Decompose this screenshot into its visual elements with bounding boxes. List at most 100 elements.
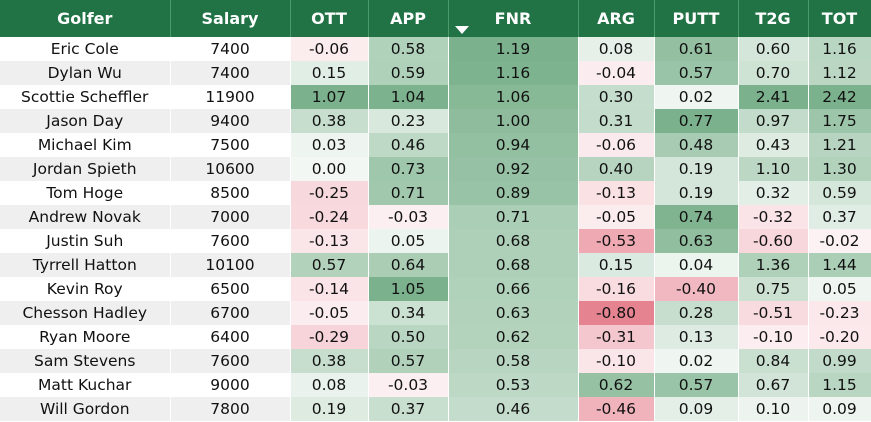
column-header-golfer[interactable]: Golfer	[0, 0, 171, 37]
cell-t2g: 0.75	[738, 277, 809, 301]
cell-t2g: 0.67	[738, 373, 809, 397]
table-row[interactable]: Ryan Moore 6400 -0.29 0.50 0.62 -0.31 0.13 -0.1…	[0, 325, 871, 349]
cell-ott: -0.29	[290, 325, 369, 349]
cell-app: 0.23	[368, 109, 449, 133]
cell-arg: -0.10	[578, 349, 655, 373]
cell-app: 1.05	[368, 277, 449, 301]
table-row[interactable]: Will Gordon 7800 0.19 0.37 0.46 -0.46 0.09 0.10…	[0, 397, 871, 421]
table-row[interactable]: Scottie Scheffler 11900 1.07 1.04 1.06 0.30 0.…	[0, 85, 871, 109]
cell-fnr: 0.68	[448, 229, 579, 253]
cell-arg: -0.46	[578, 397, 655, 421]
cell-fnr: 1.00	[448, 109, 579, 133]
column-header-label: TOT	[821, 9, 858, 28]
cell-golfer: Justin Suh	[0, 229, 171, 253]
cell-putt: 0.19	[654, 181, 739, 205]
table-row[interactable]: Andrew Novak 7000 -0.24 -0.03 0.71 -0.05 0.74-…	[0, 205, 871, 229]
cell-fnr: 1.16	[448, 61, 579, 85]
cell-golfer: Tyrrell Hatton	[0, 253, 171, 277]
cell-app: 0.34	[368, 301, 449, 325]
cell-putt: 0.09	[654, 397, 739, 421]
cell-arg: 0.15	[578, 253, 655, 277]
cell-fnr: 0.63	[448, 301, 579, 325]
cell-tot: 1.21	[808, 133, 871, 157]
cell-putt: 0.61	[654, 37, 739, 61]
cell-fnr: 0.68	[448, 253, 579, 277]
column-header-ott[interactable]: OTT	[290, 0, 369, 37]
cell-putt: 0.63	[654, 229, 739, 253]
cell-app: 0.05	[368, 229, 449, 253]
cell-app: 0.46	[368, 133, 449, 157]
cell-ott: -0.13	[290, 229, 369, 253]
cell-golfer: Eric Cole	[0, 37, 171, 61]
cell-ott: -0.05	[290, 301, 369, 325]
cell-putt: 0.57	[654, 61, 739, 85]
cell-arg: -0.04	[578, 61, 655, 85]
column-header-tot[interactable]: TOT	[808, 0, 871, 37]
column-header-putt[interactable]: PUTT	[654, 0, 739, 37]
cell-tot: 1.75	[808, 109, 871, 133]
cell-golfer: Will Gordon	[0, 397, 171, 421]
cell-ott: -0.25	[290, 181, 369, 205]
column-header-t2g[interactable]: T2G	[738, 0, 809, 37]
cell-putt: 0.28	[654, 301, 739, 325]
table-row[interactable]: Tom Hoge 8500 -0.25 0.71 0.89 -0.13 0.19 0.32 0.…	[0, 181, 871, 205]
cell-salary: 9000	[170, 373, 291, 397]
cell-ott: 0.03	[290, 133, 369, 157]
table-row[interactable]: Tyrrell Hatton 10100 0.57 0.64 0.68 0.15 0.04 1…	[0, 253, 871, 277]
table-row[interactable]: Sam Stevens 7600 0.38 0.57 0.58 -0.10 0.02 0.84…	[0, 349, 871, 373]
cell-fnr: 0.46	[448, 397, 579, 421]
cell-ott: 0.08	[290, 373, 369, 397]
cell-app: 1.04	[368, 85, 449, 109]
column-header-app[interactable]: APP	[368, 0, 449, 37]
cell-salary: 7500	[170, 133, 291, 157]
cell-t2g: 1.36	[738, 253, 809, 277]
cell-t2g: -0.51	[738, 301, 809, 325]
column-header-salary[interactable]: Salary	[170, 0, 291, 37]
column-header-fnr[interactable]: FNR	[448, 0, 579, 37]
cell-golfer: Kevin Roy	[0, 277, 171, 301]
cell-golfer: Andrew Novak	[0, 205, 171, 229]
column-header-label: Golfer	[57, 9, 113, 28]
cell-golfer: Jordan Spieth	[0, 157, 171, 181]
cell-salary: 7600	[170, 349, 291, 373]
cell-t2g: 0.84	[738, 349, 809, 373]
cell-fnr: 0.94	[448, 133, 579, 157]
cell-tot: 0.99	[808, 349, 871, 373]
cell-tot: -0.20	[808, 325, 871, 349]
cell-app: 0.58	[368, 37, 449, 61]
cell-arg: -0.13	[578, 181, 655, 205]
cell-ott: 0.38	[290, 109, 369, 133]
cell-golfer: Chesson Hadley	[0, 301, 171, 325]
table-row[interactable]: Kevin Roy 6500 -0.14 1.05 0.66 -0.16 -0.40 0.75…	[0, 277, 871, 301]
column-header-label: ARG	[597, 9, 635, 28]
cell-tot: 0.37	[808, 205, 871, 229]
cell-fnr: 0.58	[448, 349, 579, 373]
cell-putt: 0.19	[654, 157, 739, 181]
column-header-label: T2G	[755, 9, 791, 28]
table-row[interactable]: Dylan Wu 7400 0.15 0.59 1.16 -0.04 0.57 0.70 1.1…	[0, 61, 871, 85]
cell-ott: 0.38	[290, 349, 369, 373]
cell-ott: 1.07	[290, 85, 369, 109]
column-header-arg[interactable]: ARG	[578, 0, 655, 37]
cell-golfer: Michael Kim	[0, 133, 171, 157]
cell-arg: 0.08	[578, 37, 655, 61]
table-row[interactable]: Jason Day 9400 0.38 0.23 1.00 0.31 0.77 0.97 1.7…	[0, 109, 871, 133]
cell-salary: 10600	[170, 157, 291, 181]
column-header-label: OTT	[311, 9, 347, 28]
table-row[interactable]: Chesson Hadley 6700 -0.05 0.34 0.63 -0.80 0.28…	[0, 301, 871, 325]
cell-putt: 0.57	[654, 373, 739, 397]
table-row[interactable]: Jordan Spieth 10600 0.00 0.73 0.92 0.40 0.19 1.…	[0, 157, 871, 181]
cell-app: -0.03	[368, 205, 449, 229]
cell-putt: 0.04	[654, 253, 739, 277]
sort-descending-icon[interactable]	[454, 26, 469, 34]
cell-golfer: Dylan Wu	[0, 61, 171, 85]
cell-putt: 0.48	[654, 133, 739, 157]
cell-app: 0.64	[368, 253, 449, 277]
cell-tot: 1.12	[808, 61, 871, 85]
table-row[interactable]: Matt Kuchar 9000 0.08 -0.03 0.53 0.62 0.57 0.67…	[0, 373, 871, 397]
cell-tot: 2.42	[808, 85, 871, 109]
table-row[interactable]: Michael Kim 7500 0.03 0.46 0.94 -0.06 0.48 0.43…	[0, 133, 871, 157]
table-row[interactable]: Eric Cole 7400 -0.06 0.58 1.19 0.08 0.61 0.60 1.…	[0, 37, 871, 61]
table-row[interactable]: Justin Suh 7600 -0.13 0.05 0.68 -0.53 0.63 -0.6…	[0, 229, 871, 253]
